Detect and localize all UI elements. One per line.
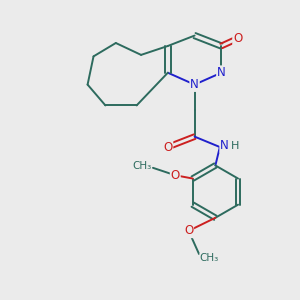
Text: N: N [220,139,229,152]
Text: CH₃: CH₃ [132,161,151,171]
Text: N: N [217,66,226,79]
Text: CH₃: CH₃ [200,254,219,263]
Text: O: O [233,32,242,45]
Text: O: O [163,140,172,154]
Text: O: O [171,169,180,182]
Text: N: N [190,78,199,91]
Text: O: O [184,224,193,237]
Text: H: H [231,141,239,151]
